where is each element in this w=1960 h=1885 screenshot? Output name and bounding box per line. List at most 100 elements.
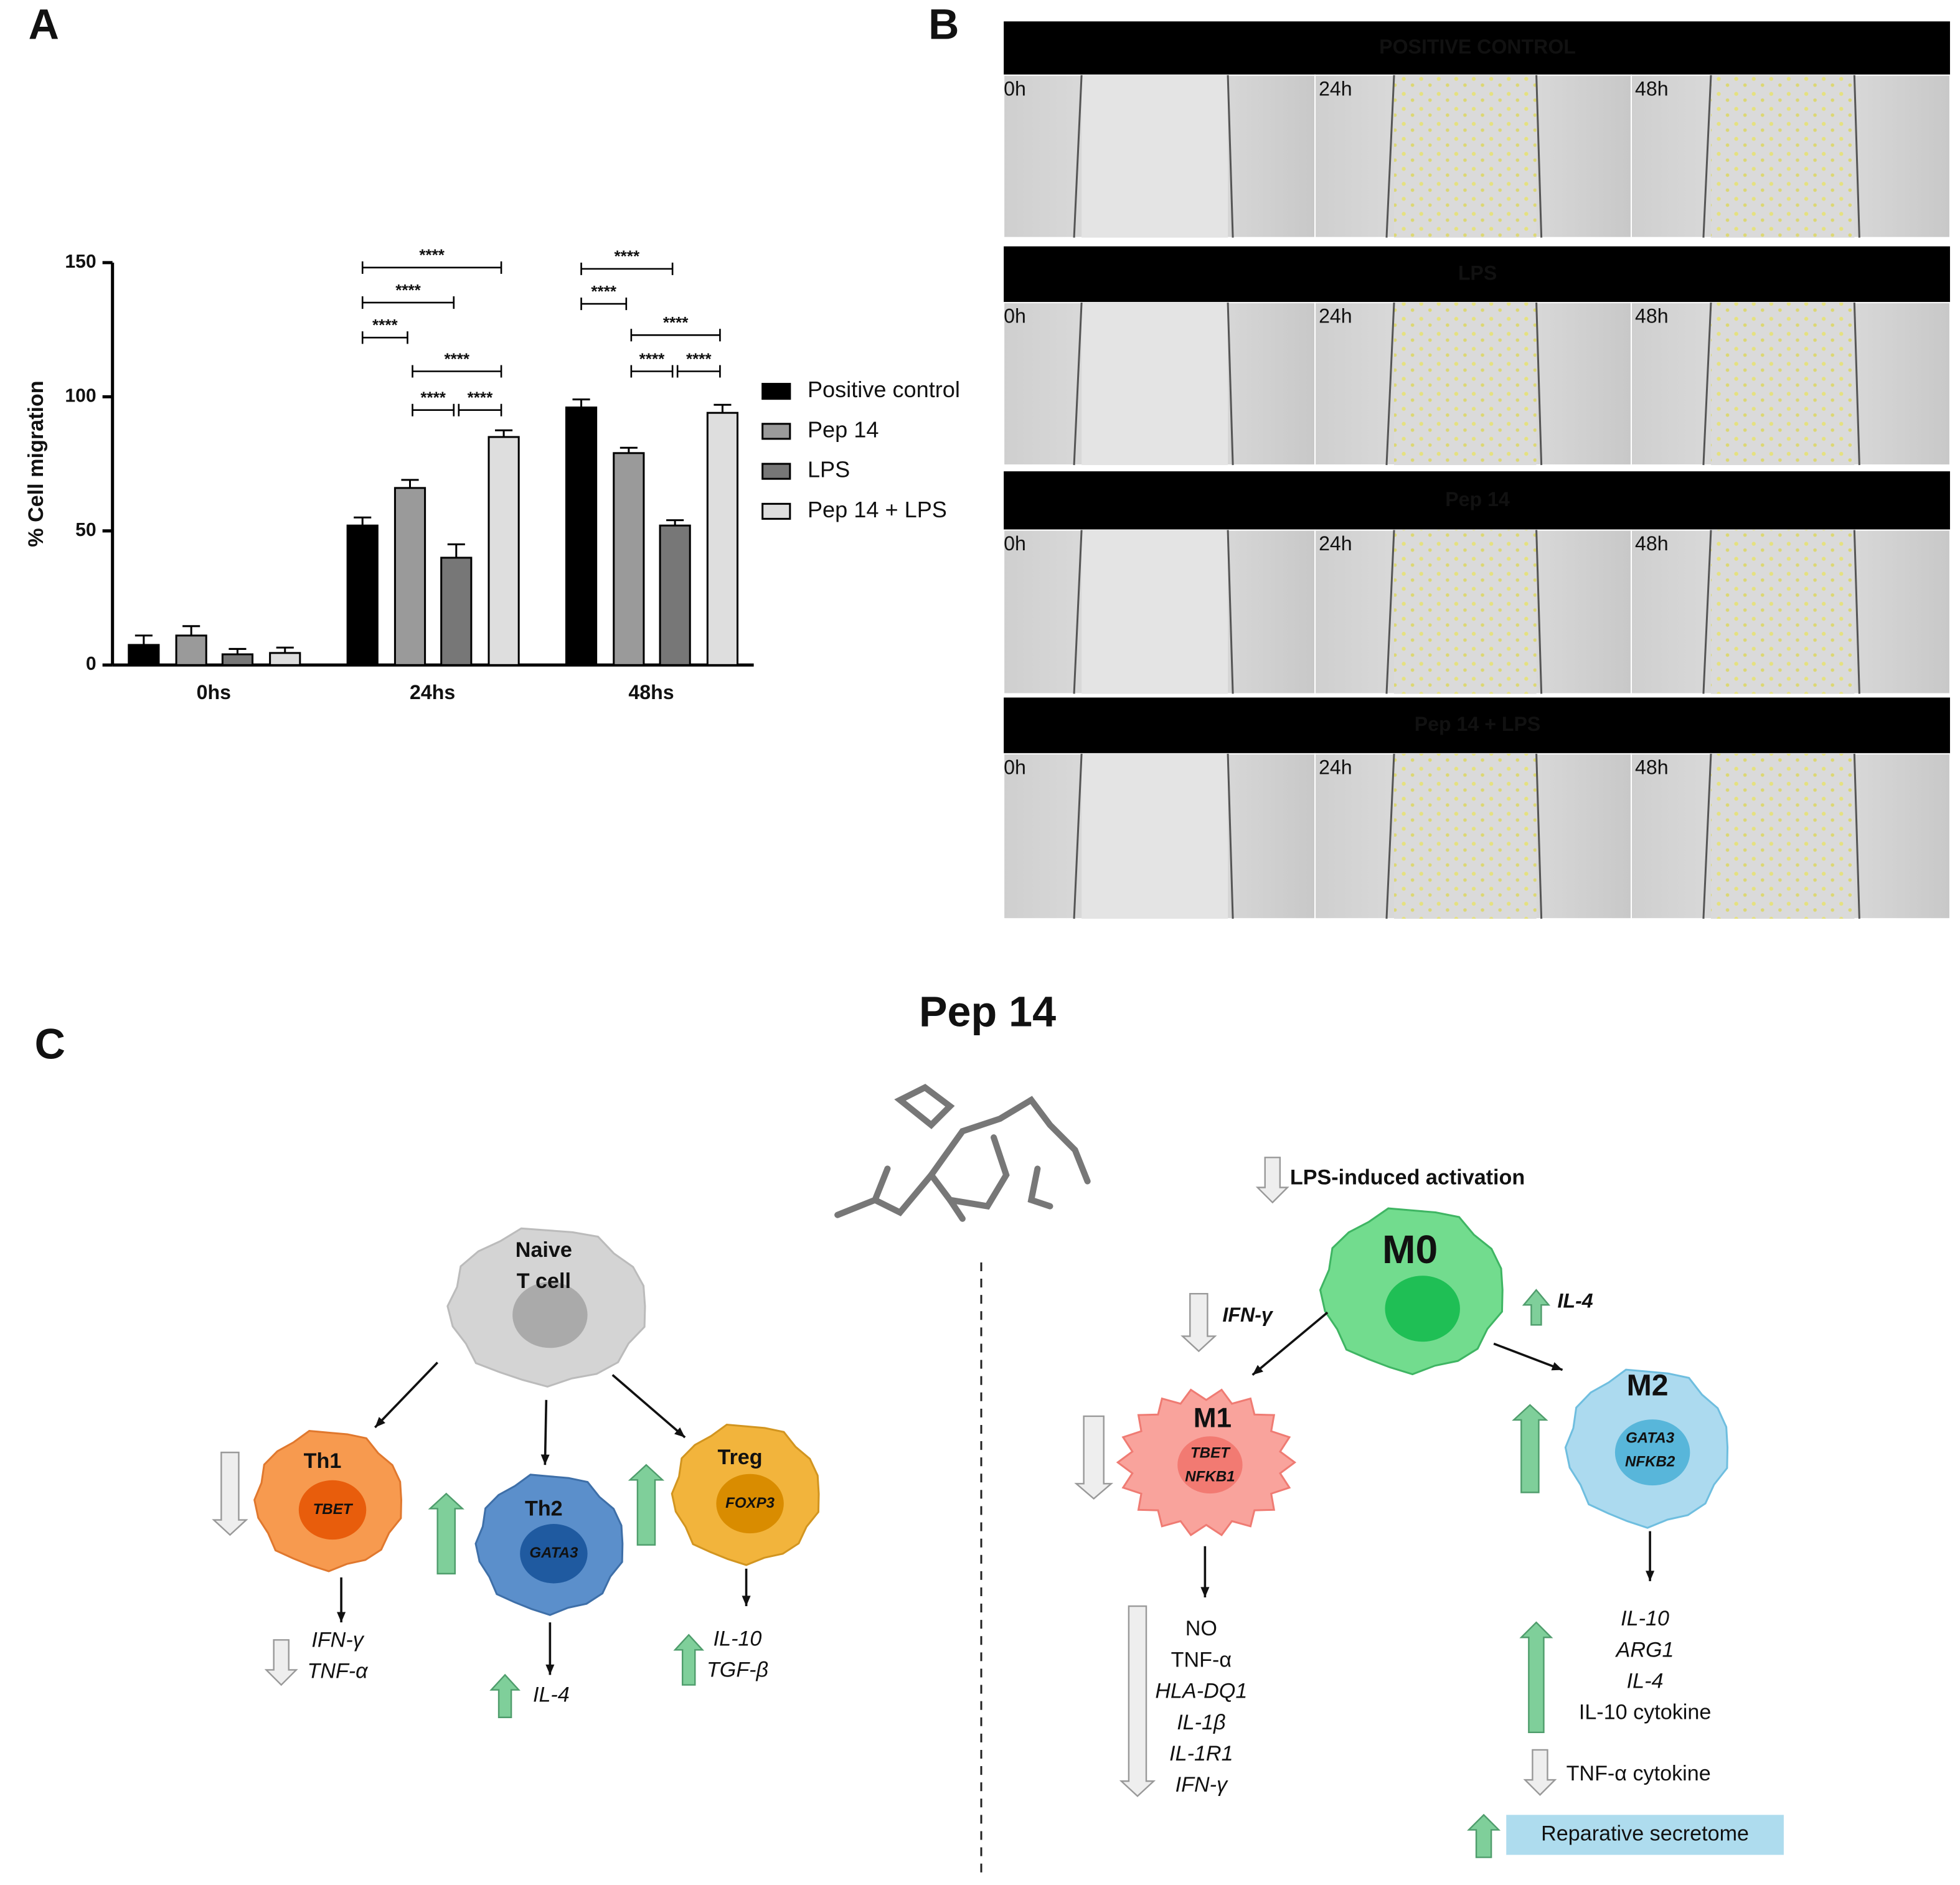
wound-edge	[1073, 753, 1083, 919]
significance-bracket	[412, 403, 455, 416]
y-tick-label: 100	[65, 385, 96, 406]
timepoint-label: 0h	[1004, 305, 1026, 327]
cytokine-label: IL-10 cytokine	[1579, 1701, 1711, 1724]
up-arrow	[1522, 1289, 1551, 1326]
wound-gap	[1081, 75, 1228, 238]
bar	[488, 436, 520, 666]
x-tick-label: 48hs	[628, 681, 674, 703]
cytokine-label: TNF-α	[1171, 1648, 1232, 1671]
migrated-cells	[1394, 75, 1537, 238]
y-axis-label: % Cell migration	[24, 380, 48, 547]
significance-label: ****	[639, 349, 665, 368]
significance-label: ****	[686, 349, 712, 368]
significance-bracket	[630, 365, 674, 378]
timepoint-label: 48h	[1635, 756, 1669, 778]
wound-edge	[1853, 75, 1860, 238]
arrow-head	[1646, 1571, 1655, 1581]
cytokine-label: NO	[1185, 1617, 1217, 1640]
cell-label: Treg	[717, 1445, 762, 1469]
error-bar	[182, 625, 200, 636]
down-arrow	[1119, 1605, 1156, 1797]
cell-label: M2	[1627, 1368, 1669, 1402]
up-arrow	[1519, 1621, 1553, 1734]
cytokine-label: IL-10	[714, 1627, 762, 1650]
legend-label: Pep 14 + LPS	[808, 497, 947, 522]
error-bar	[134, 634, 153, 645]
cell-label: Th1	[304, 1449, 342, 1473]
timepoint-label: 48h	[1635, 305, 1669, 327]
migrated-cells	[1394, 753, 1537, 919]
wound-edge	[1702, 303, 1712, 466]
timepoint-label: 24h	[1319, 532, 1352, 555]
arrow-head	[674, 1427, 686, 1438]
bar	[440, 557, 473, 666]
peptide-structure	[834, 1084, 1091, 1222]
migrated-cells	[1710, 753, 1855, 919]
arrow	[544, 1399, 548, 1465]
error-bar	[572, 398, 590, 408]
significance-bracket	[580, 298, 628, 311]
timepoint-label: 24h	[1319, 77, 1352, 100]
bar	[128, 644, 160, 666]
wound-edge	[1853, 753, 1860, 919]
bar	[346, 524, 379, 666]
significance-bracket	[412, 365, 502, 378]
gene-label: GATA3	[1626, 1429, 1675, 1446]
significance-label: ****	[663, 313, 689, 332]
panel-label: B	[928, 1, 959, 48]
row-title: LPS	[1458, 261, 1497, 284]
error-bar	[354, 516, 372, 526]
nucleus	[520, 1524, 588, 1584]
arrow-head	[1252, 1365, 1263, 1375]
annotation: IFN-γ	[1222, 1304, 1273, 1326]
arrow	[1493, 1342, 1563, 1371]
significance-bracket	[458, 403, 502, 416]
up-arrow	[628, 1464, 665, 1546]
legend-label: Positive control	[808, 377, 960, 402]
panel-label: C	[35, 1021, 65, 1068]
wound-edge	[1535, 530, 1543, 694]
significance-label: ****	[419, 246, 445, 265]
timepoint-label: 24h	[1319, 756, 1352, 778]
cell-label: Naive	[516, 1238, 572, 1262]
timepoint-label: 0h	[1004, 77, 1026, 100]
migrated-cells	[1394, 303, 1537, 466]
cytokine-label: IL-4	[533, 1683, 570, 1707]
down-arrow	[264, 1639, 298, 1686]
error-bar	[620, 446, 638, 453]
row-title: Pep 14	[1445, 488, 1510, 510]
timepoint-label: 24h	[1319, 305, 1352, 327]
arrow	[611, 1374, 686, 1439]
down-arrow	[1523, 1749, 1557, 1796]
row-header	[1004, 471, 1950, 530]
wound-edge	[1227, 530, 1234, 694]
arrow-head	[540, 1454, 550, 1465]
legend-swatch	[761, 502, 791, 520]
timepoint-label: 0h	[1004, 756, 1026, 778]
significance-label: ****	[372, 316, 398, 334]
migrated-cells	[1710, 75, 1855, 238]
wound-edge	[1073, 75, 1083, 238]
error-bar	[666, 519, 684, 526]
cell-label: M1	[1194, 1403, 1232, 1434]
gene-label: TBET	[313, 1501, 354, 1518]
row-header	[1004, 697, 1950, 754]
significance-bracket	[361, 331, 408, 344]
wound-edge	[1702, 530, 1712, 694]
wound-edge	[1073, 303, 1083, 466]
wound-edge	[1385, 75, 1395, 238]
arrow-head	[742, 1596, 751, 1607]
cytokine-label: TNF-α	[307, 1659, 369, 1683]
migrated-cells	[1710, 530, 1855, 694]
bar	[269, 652, 301, 666]
cell-label: Th2	[525, 1497, 563, 1520]
nucleus	[298, 1480, 367, 1540]
gene-label: TBET	[1190, 1444, 1231, 1461]
arrow	[1251, 1311, 1329, 1376]
wound-edge	[1073, 530, 1083, 694]
cytokine-label: IL-10	[1621, 1607, 1669, 1630]
wound-edge	[1227, 753, 1234, 919]
wound-edge	[1853, 303, 1860, 466]
significance-label: ****	[395, 281, 421, 299]
significance-bracket	[676, 365, 721, 378]
